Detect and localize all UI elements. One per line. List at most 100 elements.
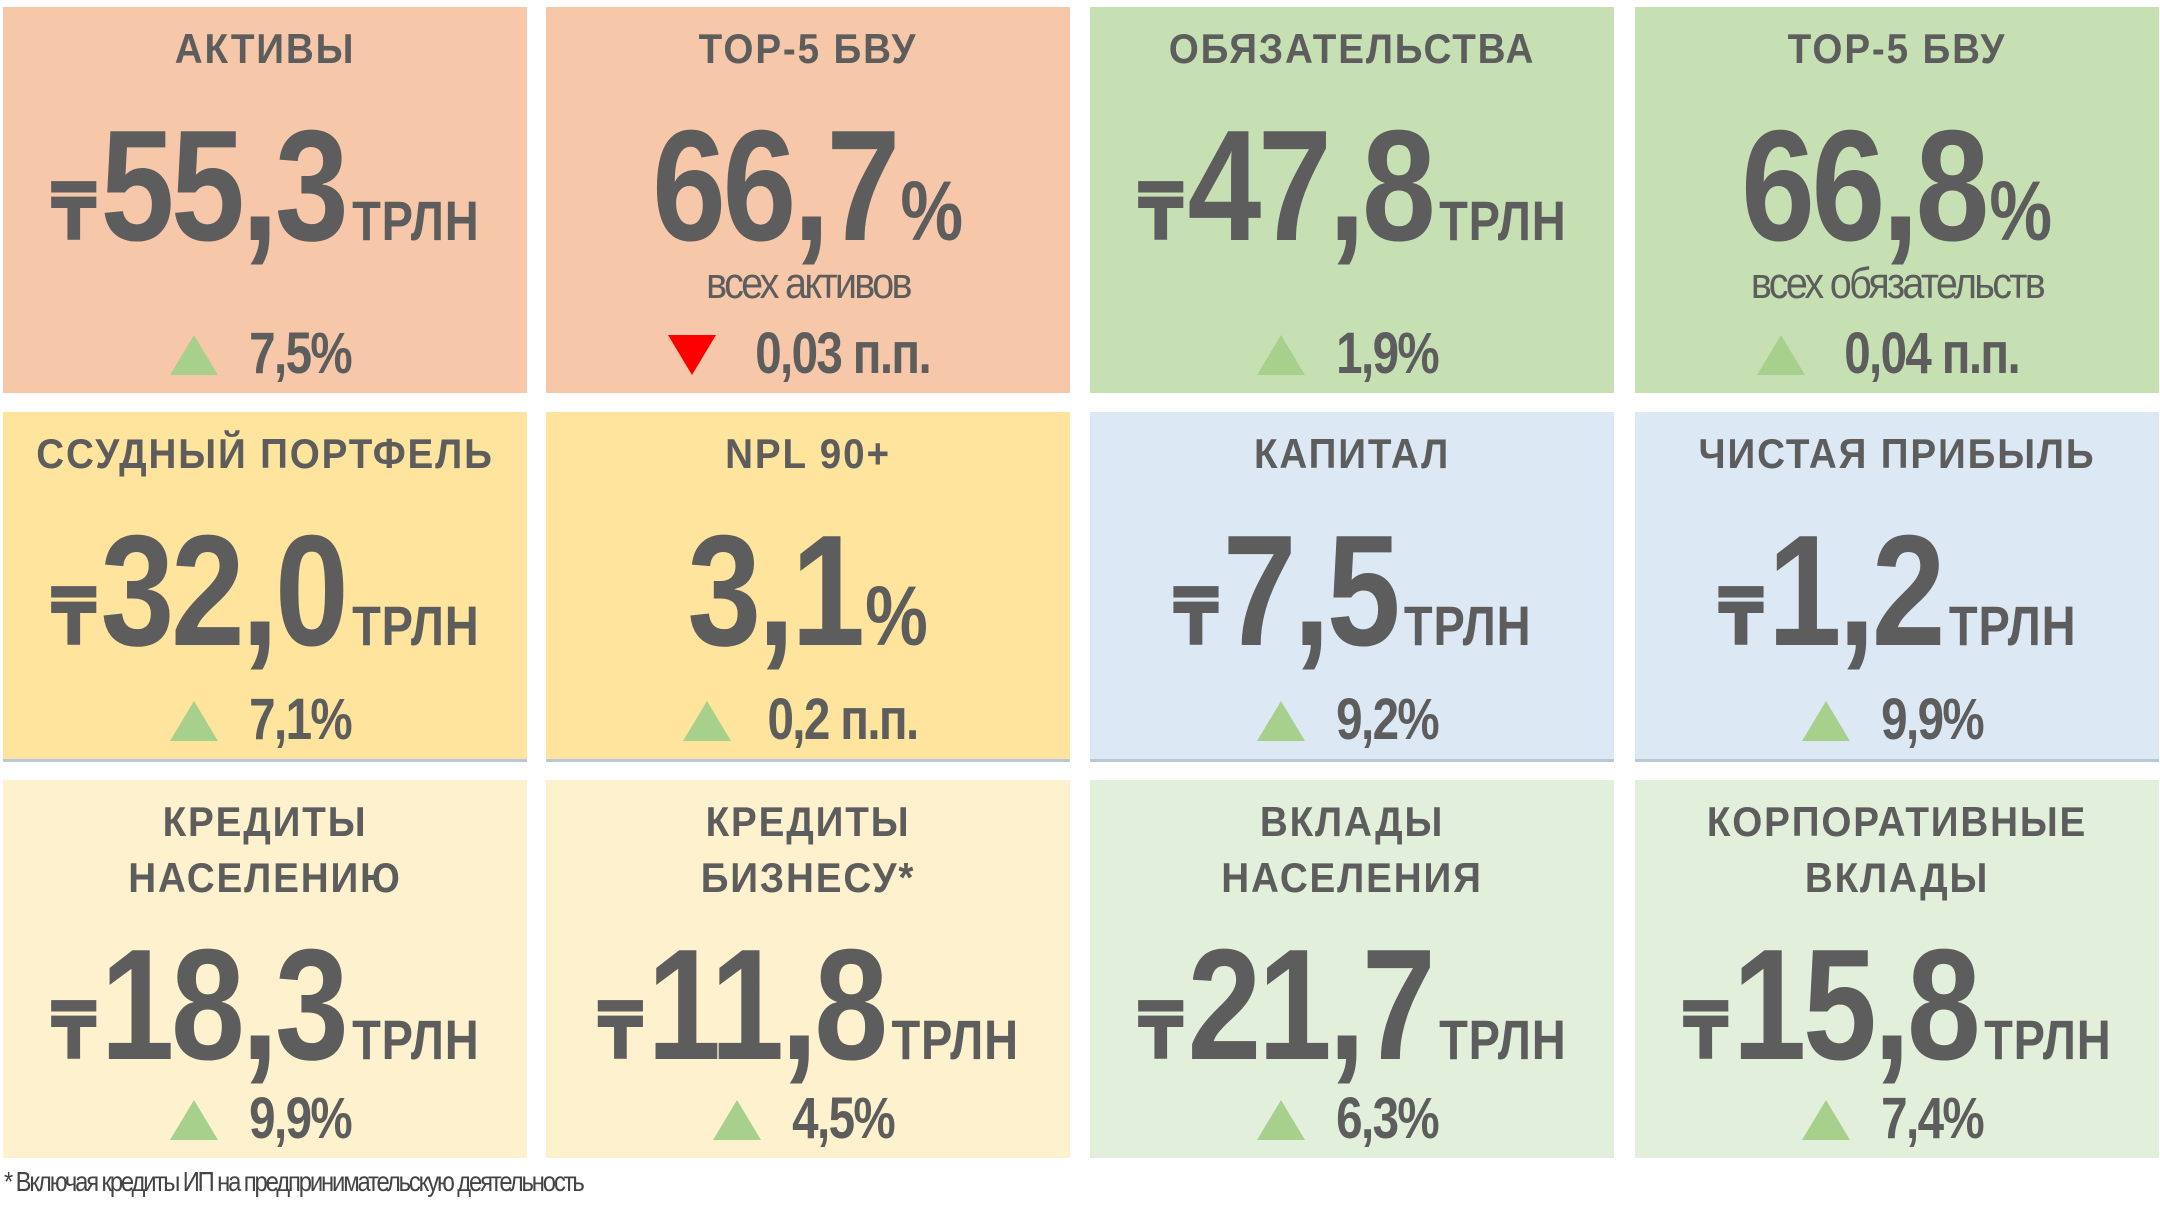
kpi-unit: ТРЛН	[352, 189, 480, 252]
kpi-value: 15,8	[1732, 917, 1981, 1093]
value-line: ₸ 55,3 ТРЛН	[45, 107, 485, 265]
kpi-value: 18,3	[100, 917, 349, 1093]
trend-triangle	[668, 334, 717, 375]
trend-triangle	[169, 1099, 218, 1140]
kpi-change: 7,5%	[3, 320, 527, 387]
kpi-unit: ТРЛН	[1948, 594, 2077, 657]
kpi-subtitle: всех активов	[706, 259, 912, 308]
trend-triangle	[1801, 700, 1850, 741]
kpi-tile: КАПИТАЛ ₸ 7,5 ТРЛН 9,2%	[1090, 412, 1614, 762]
kpi-tile: КРЕДИТЫ НАСЕЛЕНИЮ ₸ 18,3 ТРЛН 9,9%	[3, 780, 527, 1158]
currency-sign: ₸	[1172, 573, 1220, 662]
tile-title: ССУДНЫЙ ПОРТФЕЛЬ	[36, 430, 494, 477]
tile-title: TOP-5 БВУ	[698, 25, 918, 72]
trend-triangle	[1801, 1099, 1850, 1140]
kpi-value: 1,2	[1767, 503, 1946, 679]
change-text: 7,5%	[249, 321, 352, 386]
value-line: 66,8%	[1677, 107, 2117, 265]
currency-sign: ₸	[1137, 987, 1185, 1076]
change-text: 1,9%	[1336, 321, 1439, 386]
currency-sign: ₸	[597, 987, 644, 1076]
kpi-tile: ЧИСТАЯ ПРИБЫЛЬ ₸ 1,2 ТРЛН 9,9%	[1635, 412, 2159, 762]
change-text: 0,03 п.п.	[755, 321, 933, 386]
trend-icon	[169, 700, 218, 741]
change-text: 0,04 п.п.	[1844, 321, 2022, 386]
trend-icon	[1256, 700, 1305, 741]
kpi-value: 3,1	[687, 503, 865, 679]
change-text: 7,1%	[249, 687, 352, 752]
value-line: ₸ 47,8 ТРЛН	[1132, 107, 1572, 265]
kpi-unit: ТРЛН	[1439, 189, 1567, 252]
currency-sign: ₸	[50, 168, 98, 257]
kpi-tile: TOP-5 БВУ 66,7% всех активов 0,03 п.п.	[546, 7, 1070, 393]
kpi-value: 11,8	[647, 917, 888, 1093]
kpi-value: 47,8	[1187, 98, 1436, 274]
trend-icon	[169, 334, 218, 375]
kpi-change: 0,03 п.п.	[546, 320, 1070, 387]
change-text: 4,5%	[792, 1086, 895, 1151]
kpi-change: 4,5%	[546, 1085, 1070, 1152]
kpi-value: 32,0	[100, 503, 349, 679]
kpi-change: 1,9%	[1090, 320, 1614, 387]
kpi-unit: %	[900, 164, 964, 258]
kpi-tile: ВКЛАДЫ НАСЕЛЕНИЯ ₸ 21,7 ТРЛН 6,3%	[1090, 780, 1614, 1158]
kpi-unit: ТРЛН	[1984, 1008, 2112, 1071]
value-line: ₸ 1,2 ТРЛН	[1677, 512, 2117, 670]
change-text: 9,9%	[1881, 687, 1984, 752]
kpi-change: 9,2%	[1090, 686, 1614, 753]
kpi-unit: ТРЛН	[352, 594, 480, 657]
change-text: 0,2 п.п.	[767, 687, 920, 752]
value-line: ₸ 18,3 ТРЛН	[45, 926, 485, 1084]
value-line: ₸ 15,8 ТРЛН	[1677, 926, 2117, 1084]
tile-title: TOP-5 БВУ	[1787, 25, 2007, 72]
tile-title: АКТИВЫ	[174, 25, 356, 72]
kpi-value: 21,7	[1187, 917, 1436, 1093]
kpi-change: 0,2 п.п.	[546, 686, 1070, 753]
kpi-unit: ТРЛН	[352, 1008, 480, 1071]
currency-sign: ₸	[1682, 987, 1730, 1076]
trend-triangle	[169, 700, 218, 741]
change-text: 9,9%	[249, 1086, 352, 1151]
value-line: 3,1%	[588, 512, 1028, 670]
kpi-change: 7,1%	[3, 686, 527, 753]
currency-sign: ₸	[50, 987, 98, 1076]
value-line: 66,7%	[588, 107, 1028, 265]
trend-triangle	[169, 334, 218, 375]
trend-icon	[1801, 700, 1850, 741]
tile-title: КОРПОРАТИВНЫЕ ВКЛАДЫ	[1706, 798, 2088, 901]
value-line: ₸ 21,7 ТРЛН	[1132, 926, 1572, 1084]
kpi-value: 55,3	[100, 98, 349, 274]
value-line: ₸ 32,0 ТРЛН	[45, 512, 485, 670]
currency-sign: ₸	[1717, 573, 1765, 662]
change-text: 7,4%	[1881, 1086, 1984, 1151]
kpi-change: 9,9%	[3, 1085, 527, 1152]
footnote: * Включая кредиты ИП на предпринимательс…	[4, 1166, 585, 1197]
tile-title: NPL 90+	[725, 430, 891, 477]
tile-title: ОБЯЗАТЕЛЬСТВА	[1168, 25, 1536, 72]
kpi-tile: TOP-5 БВУ 66,8% всех обязательств 0,04 п.п.	[1635, 7, 2159, 393]
trend-icon	[1256, 1099, 1305, 1140]
kpi-value: 66,8	[1741, 98, 1989, 274]
kpi-unit: %	[865, 569, 929, 663]
kpi-unit: ТРЛН	[891, 1008, 1019, 1071]
kpi-change: 6,3%	[1090, 1085, 1614, 1152]
kpi-change: 7,4%	[1635, 1085, 2159, 1152]
trend-icon	[712, 1099, 761, 1140]
currency-sign: ₸	[1137, 168, 1185, 257]
value-line: ₸ 7,5 ТРЛН	[1132, 512, 1572, 670]
kpi-unit: ТРЛН	[1439, 1008, 1567, 1071]
tile-title: КАПИТАЛ	[1253, 430, 1451, 477]
value-line: ₸ 11,8 ТРЛН	[588, 926, 1028, 1084]
trend-icon	[683, 700, 732, 741]
kpi-unit: ТРЛН	[1403, 594, 1532, 657]
change-text: 6,3%	[1336, 1086, 1439, 1151]
kpi-value: 7,5	[1222, 503, 1401, 679]
trend-triangle	[1256, 334, 1305, 375]
trend-triangle	[683, 700, 732, 741]
tile-title: ВКЛАДЫ НАСЕЛЕНИЯ	[1221, 798, 1483, 901]
trend-triangle	[712, 1099, 761, 1140]
trend-icon	[169, 1099, 218, 1140]
kpi-change: 9,9%	[1635, 686, 2159, 753]
kpi-tile: ССУДНЫЙ ПОРТФЕЛЬ ₸ 32,0 ТРЛН 7,1%	[3, 412, 527, 762]
